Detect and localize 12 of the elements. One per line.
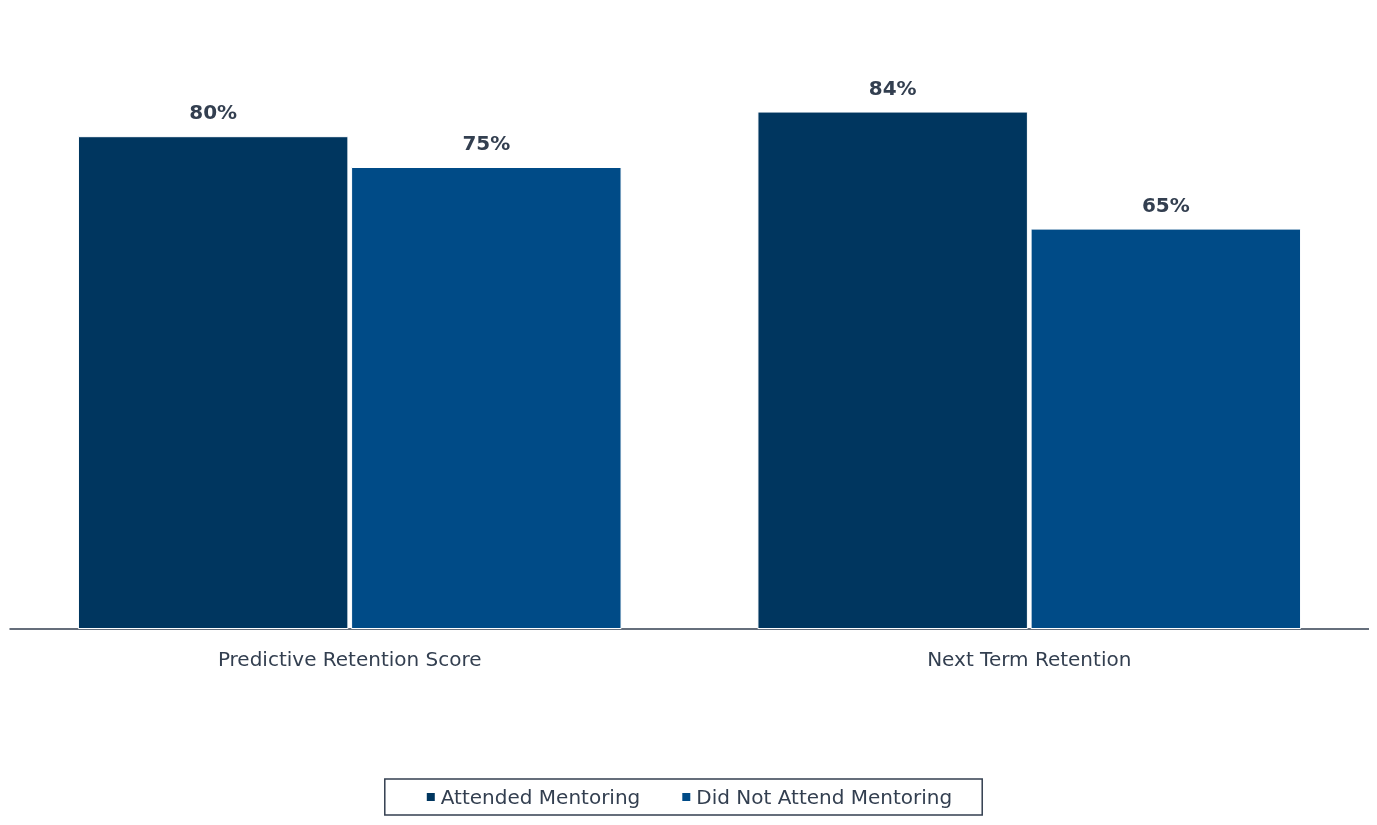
bar: [77, 136, 349, 629]
bar: [757, 111, 1028, 629]
bar: [351, 167, 622, 629]
legend-label: Did Not Attend Mentoring: [696, 785, 953, 809]
data-label: 80%: [189, 100, 238, 125]
data-label: 84%: [868, 75, 917, 100]
data-label: 65%: [1141, 192, 1190, 217]
data-label: 75%: [462, 131, 511, 155]
legend-label: Attended Mentoring: [440, 785, 641, 809]
x-tick-label: Next Term Retention: [927, 647, 1132, 671]
x-tick-label: Predictive Retention Score: [217, 647, 482, 671]
bar: [1030, 228, 1302, 629]
